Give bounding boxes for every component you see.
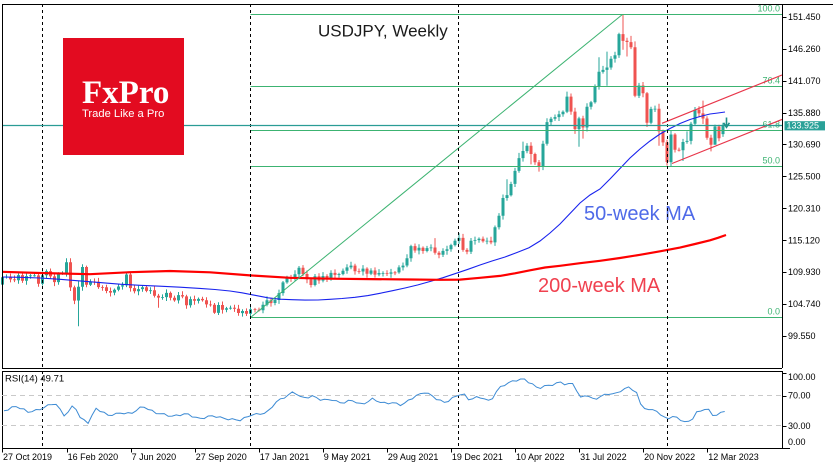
svg-text:151.450: 151.450: [788, 12, 821, 22]
svg-text:16 Feb 2020: 16 Feb 2020: [68, 452, 119, 462]
svg-text:27 Sep 2020: 27 Sep 2020: [196, 452, 247, 462]
svg-text:61.8: 61.8: [762, 120, 780, 130]
svg-text:7 Jun 2020: 7 Jun 2020: [132, 452, 177, 462]
svg-text:10 Apr 2022: 10 Apr 2022: [516, 452, 565, 462]
svg-text:115.120: 115.120: [788, 235, 820, 245]
svg-text:50.0: 50.0: [762, 156, 780, 166]
svg-text:200-week MA: 200-week MA: [538, 275, 661, 297]
svg-text:9 May 2021: 9 May 2021: [324, 452, 371, 462]
svg-text:31 Jul 2022: 31 Jul 2022: [580, 452, 627, 462]
svg-text:141.070: 141.070: [788, 76, 821, 86]
svg-text:120.310: 120.310: [788, 203, 821, 213]
svg-text:135.880: 135.880: [788, 108, 821, 118]
svg-text:19 Dec 2021: 19 Dec 2021: [452, 452, 503, 462]
svg-text:0.00: 0.00: [788, 437, 806, 447]
svg-text:50-week MA: 50-week MA: [584, 203, 696, 225]
svg-text:Trade Like a Pro: Trade Like a Pro: [82, 108, 164, 120]
svg-text:27 Oct 2019: 27 Oct 2019: [3, 452, 52, 462]
svg-text:100.00: 100.00: [788, 372, 816, 382]
svg-text:20 Nov 2022: 20 Nov 2022: [644, 452, 695, 462]
svg-text:130.690: 130.690: [788, 140, 821, 150]
svg-text:0.0: 0.0: [767, 307, 780, 317]
svg-text:109.930: 109.930: [788, 267, 821, 277]
svg-text:99.550: 99.550: [788, 331, 816, 341]
svg-text:70.00: 70.00: [788, 391, 811, 401]
svg-text:FxPro: FxPro: [82, 75, 169, 111]
svg-text:29 Aug 2021: 29 Aug 2021: [388, 452, 439, 462]
svg-text:RSI(14) 49.71: RSI(14) 49.71: [5, 374, 64, 385]
svg-text:100.0: 100.0: [757, 4, 780, 14]
svg-text:125.500: 125.500: [788, 172, 821, 182]
svg-text:USDJPY, Weekly: USDJPY, Weekly: [318, 22, 448, 41]
svg-text:104.740: 104.740: [788, 299, 821, 309]
svg-text:12 Mar 2023: 12 Mar 2023: [708, 452, 759, 462]
svg-text:76.4: 76.4: [762, 76, 780, 86]
svg-text:17 Jan 2021: 17 Jan 2021: [260, 452, 310, 462]
svg-text:133.925: 133.925: [787, 121, 820, 131]
svg-text:146.260: 146.260: [788, 44, 821, 54]
svg-text:30.00: 30.00: [788, 421, 811, 431]
